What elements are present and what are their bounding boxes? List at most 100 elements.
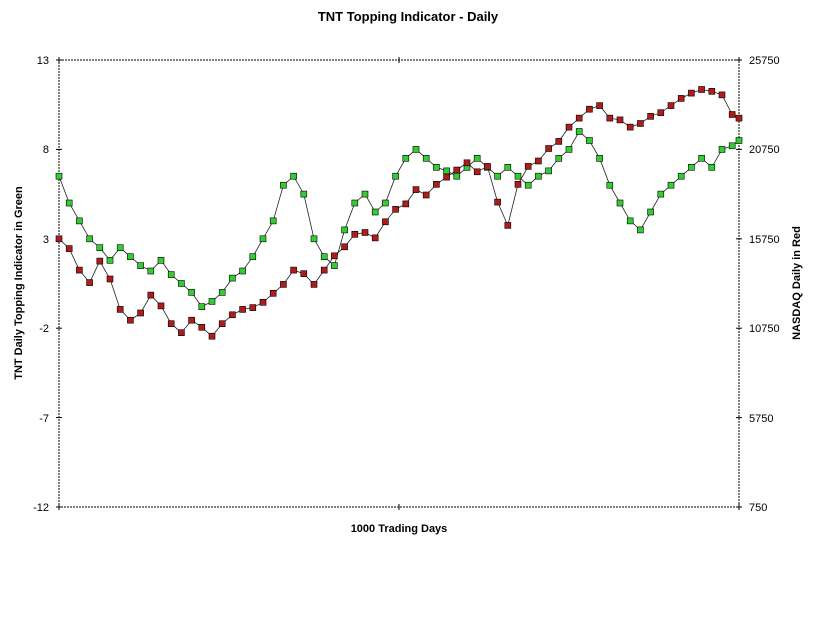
data-point	[218, 289, 226, 296]
data-point	[453, 172, 461, 180]
left-tick-label: 3	[43, 234, 49, 246]
series-tnt-indicator	[55, 128, 743, 311]
data-point	[76, 266, 83, 274]
data-point	[106, 256, 114, 264]
data-point	[718, 91, 726, 99]
data-point	[290, 266, 297, 274]
data-point	[535, 172, 542, 180]
data-point	[708, 88, 716, 95]
data-point	[443, 167, 450, 175]
data-point	[657, 190, 665, 198]
data-point	[208, 298, 216, 305]
data-point	[565, 146, 573, 153]
data-point	[728, 142, 736, 150]
data-point	[677, 172, 685, 180]
data-point	[178, 329, 185, 337]
data-point	[167, 320, 175, 328]
data-point	[392, 206, 399, 213]
data-point	[688, 89, 695, 97]
data-point	[616, 199, 624, 207]
data-point	[239, 267, 246, 275]
left-tick-label: -7	[39, 413, 49, 425]
data-point	[300, 190, 308, 198]
data-point	[65, 245, 73, 252]
data-point	[239, 306, 246, 313]
data-point	[433, 181, 440, 188]
data-point	[657, 109, 665, 116]
data-point	[688, 164, 695, 171]
data-point	[463, 159, 471, 167]
data-point	[167, 271, 175, 278]
data-point	[310, 235, 318, 243]
data-point	[473, 168, 481, 176]
data-point	[371, 234, 379, 242]
data-point	[188, 316, 195, 324]
data-point	[86, 235, 93, 243]
data-point	[341, 243, 348, 251]
data-point	[524, 181, 532, 189]
data-point	[596, 102, 603, 109]
data-point	[586, 137, 593, 144]
data-point	[249, 253, 257, 260]
data-point	[55, 172, 63, 180]
data-point	[698, 86, 705, 93]
data-point	[331, 262, 338, 269]
data-point	[412, 186, 420, 193]
data-point	[208, 332, 216, 340]
data-point	[341, 226, 348, 234]
data-point	[382, 199, 389, 207]
data-point	[229, 274, 236, 282]
data-point	[545, 145, 552, 152]
data-point	[361, 190, 369, 198]
data-point	[106, 275, 114, 283]
data-point	[198, 303, 206, 311]
data-point	[157, 256, 165, 264]
data-point	[606, 181, 614, 189]
right-tick-label: 750	[749, 502, 767, 514]
data-point	[137, 309, 144, 317]
left-axis: 13 8 3 -2 -7 -12	[33, 55, 49, 514]
data-point	[320, 253, 328, 260]
series-nasdaq	[55, 86, 743, 340]
data-point	[76, 217, 83, 225]
data-point	[351, 231, 359, 238]
data-point	[494, 198, 501, 206]
data-point	[524, 163, 532, 170]
data-point	[606, 114, 614, 122]
data-point	[555, 138, 563, 145]
data-point	[514, 181, 522, 188]
data-point	[55, 235, 63, 243]
right-tick-label: 20750	[749, 144, 780, 156]
data-point	[137, 262, 144, 269]
data-point	[596, 155, 603, 162]
data-point	[667, 181, 675, 189]
data-point	[735, 114, 743, 122]
data-point	[269, 217, 277, 225]
data-point	[290, 172, 297, 180]
right-axis-label: NASDAQ Daily in Red	[791, 226, 803, 340]
data-point	[229, 311, 236, 319]
data-point	[320, 266, 328, 274]
data-point	[259, 298, 267, 306]
data-point	[514, 172, 522, 180]
chart-title: TNT Topping Indicator - Daily	[318, 9, 499, 24]
data-point	[280, 181, 287, 189]
data-point	[402, 155, 410, 162]
data-point	[178, 280, 185, 287]
data-point	[484, 163, 491, 170]
data-point	[269, 289, 277, 297]
data-point	[382, 218, 389, 226]
data-point	[280, 281, 287, 288]
data-point	[392, 172, 399, 180]
data-point	[453, 166, 461, 174]
data-point	[259, 235, 267, 243]
data-point	[504, 164, 512, 171]
data-point	[647, 208, 654, 216]
data-point	[586, 105, 593, 113]
x-axis-label: 1000 Trading Days	[351, 523, 448, 535]
data-point	[331, 252, 338, 260]
data-point	[310, 281, 318, 288]
data-point	[708, 164, 716, 171]
data-point	[616, 116, 624, 124]
data-point	[718, 146, 726, 153]
